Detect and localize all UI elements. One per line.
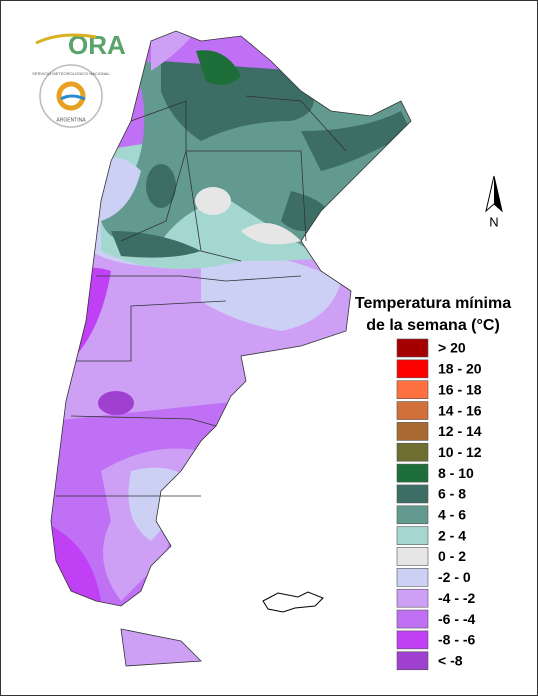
agency-name: SERVICIO METEOROLOGICO NACIONAL — [32, 71, 110, 76]
legend-label: 16 - 18 — [438, 381, 482, 397]
legend-label: 4 - 6 — [438, 507, 466, 523]
legend-swatch — [396, 359, 429, 379]
legend: Temperatura mínima de la semana (°C) > 20 1… — [355, 295, 511, 671]
legend-swatch — [396, 547, 429, 566]
legend-label: 14 - 16 — [438, 402, 482, 418]
legend-swatch — [396, 609, 429, 629]
legend-swatch — [396, 463, 429, 483]
north-arrow-half — [494, 176, 502, 211]
legend-swatch — [396, 526, 429, 545]
legend-swatch — [396, 588, 429, 608]
legend-swatch — [396, 484, 429, 504]
legend-label: 8 - 10 — [438, 465, 474, 481]
seal-sun — [56, 81, 86, 111]
legend-label: -2 - 0 — [438, 569, 471, 585]
legend-swatch — [396, 422, 429, 441]
legend-label: 10 - 12 — [438, 444, 482, 460]
legend-label: > 20 — [438, 340, 466, 356]
legend-swatch — [396, 401, 429, 420]
legend-label: < -8 — [438, 652, 463, 668]
legend-label: -4 - -2 — [438, 590, 476, 606]
legend-label: 2 - 4 — [438, 527, 466, 543]
seal-wave — [60, 94, 86, 101]
legend-label: 0 - 2 — [438, 548, 466, 564]
province-borders — [50, 30, 412, 607]
legend-label: 12 - 14 — [438, 423, 482, 439]
malvinas — [262, 591, 324, 613]
logo-swoosh — [35, 33, 97, 45]
legend-label: -8 - -6 — [438, 632, 476, 648]
legend-swatch — [396, 630, 429, 650]
legend-swatch — [396, 380, 429, 400]
tierra-del-fuego — [120, 628, 202, 667]
legend-swatch — [396, 442, 429, 462]
agency-country: ARGENTINA — [56, 117, 86, 123]
legend-swatch — [396, 338, 429, 358]
legend-label: 6 - 8 — [438, 486, 466, 502]
legend-title: de la semana (°C) — [366, 317, 500, 334]
legend-label: -6 - -4 — [438, 611, 476, 627]
north-label: N — [489, 214, 498, 229]
legend-swatch — [396, 568, 429, 587]
legend-swatch — [396, 651, 429, 671]
legend-swatch — [396, 505, 429, 525]
legend-label: 18 - 20 — [438, 361, 482, 377]
legend-title: Temperatura mínima — [355, 295, 511, 312]
